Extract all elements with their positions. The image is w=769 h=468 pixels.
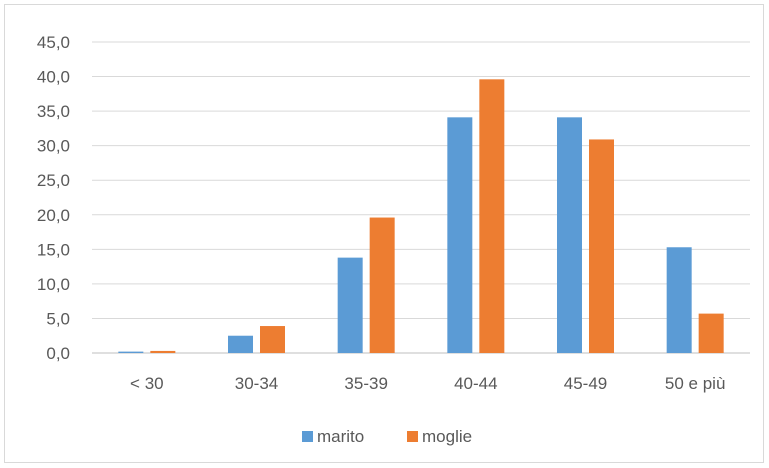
bar-moglie-0	[150, 350, 176, 353]
legend-swatch-moglie	[407, 431, 418, 442]
bar-moglie-2	[369, 217, 395, 353]
y-tick-label: 5,0	[46, 309, 70, 328]
x-tick-label: 45-49	[564, 374, 607, 393]
bar-moglie-1	[260, 326, 285, 353]
bar-marito-3	[447, 117, 473, 353]
legend-swatch-marito	[302, 431, 313, 442]
y-axis: 0,0 5,0 10,0 15,0 20,0 25,0 30,0 35,0 40,0 45,0	[37, 33, 70, 363]
bars	[118, 79, 724, 353]
y-tick-label: 30,0	[37, 137, 70, 156]
legend-label-moglie: moglie	[422, 427, 472, 446]
bar-marito-4	[557, 117, 582, 353]
x-tick-label: 35-39	[344, 374, 387, 393]
gridlines	[92, 41, 750, 354]
legend-label-marito: marito	[317, 427, 364, 446]
y-tick-label: 40,0	[37, 68, 70, 87]
bar-moglie-4	[589, 139, 614, 353]
x-tick-label: < 30	[130, 374, 164, 393]
y-tick-label: 0,0	[46, 344, 70, 363]
y-tick-label: 20,0	[37, 206, 70, 225]
bar-marito-5	[666, 247, 692, 353]
x-tick-label: 30-34	[235, 374, 278, 393]
bar-marito-0	[118, 351, 144, 353]
y-tick-label: 10,0	[37, 275, 70, 294]
x-tick-label: 50 e più	[665, 374, 726, 393]
bar-moglie-5	[698, 313, 724, 353]
y-tick-label: 35,0	[37, 102, 70, 121]
x-tick-label: 40-44	[454, 374, 497, 393]
bar-marito-2	[337, 257, 363, 353]
x-axis: < 30 30-34 35-39 40-44 45-49 50 e più	[130, 374, 725, 393]
y-tick-label: 15,0	[37, 240, 70, 259]
bar-moglie-3	[479, 79, 505, 353]
y-tick-label: 45,0	[37, 33, 70, 52]
legend: marito moglie	[302, 427, 472, 446]
bar-marito-1	[228, 335, 253, 353]
y-tick-label: 25,0	[37, 171, 70, 190]
